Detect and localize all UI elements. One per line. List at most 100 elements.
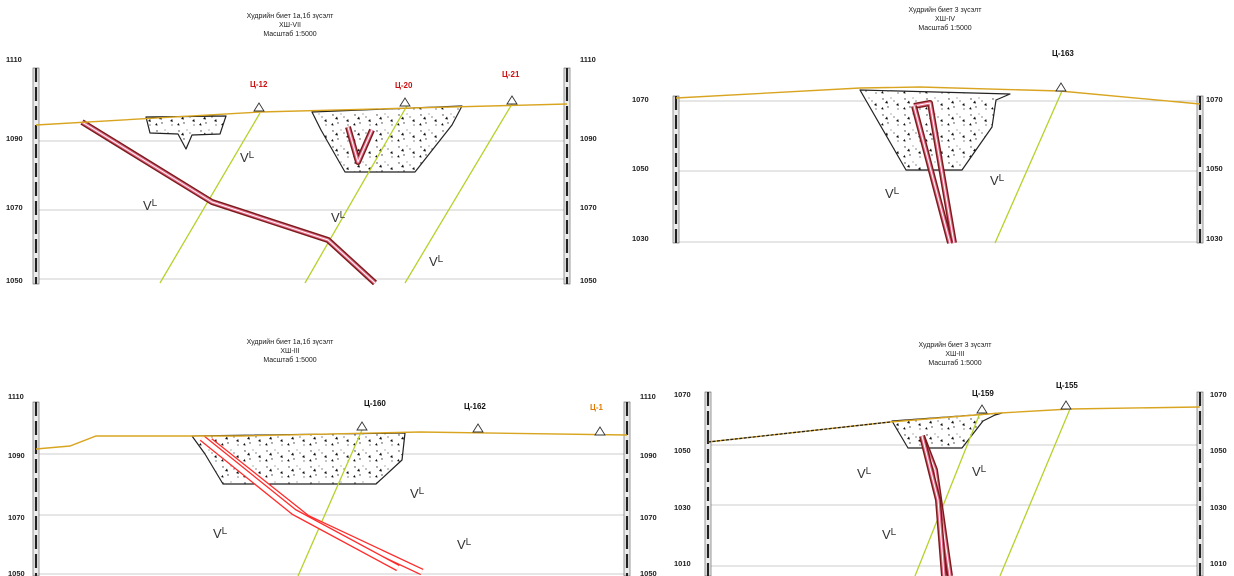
left-tick-label: 1050 bbox=[8, 569, 25, 576]
lithology-superscript: L bbox=[152, 198, 158, 209]
ore-body-outline-gap bbox=[200, 436, 400, 570]
open-pit-outline bbox=[145, 115, 227, 150]
lithology-symbol: VL bbox=[885, 186, 900, 201]
station-marker-icon bbox=[399, 97, 411, 107]
station-marker-icon bbox=[253, 102, 265, 112]
lithology-symbol: VL bbox=[990, 173, 1005, 188]
right-tick-label: 1050 bbox=[580, 276, 597, 285]
section-profile: ХШ-VII bbox=[279, 22, 301, 29]
right-tick-label: 1050 bbox=[1210, 446, 1227, 455]
station-marker-icon bbox=[1055, 82, 1067, 92]
section-title: Худрийн биет 1а,1б зүсэлт bbox=[247, 338, 334, 346]
lithology-superscript: L bbox=[222, 526, 228, 537]
left-tick-label: 1010 bbox=[674, 559, 691, 568]
station-label: Ц-155 bbox=[1056, 381, 1078, 390]
lithology-symbol: VL bbox=[410, 486, 425, 501]
topography-hatch bbox=[707, 421, 891, 443]
fault-line bbox=[914, 412, 981, 576]
left-tick-label: 1070 bbox=[674, 390, 691, 399]
section-profile: ХШ-IV bbox=[935, 16, 955, 23]
section-title: Худрийн биет 3 зүсэлт bbox=[919, 341, 993, 349]
station-label: Ц-159 bbox=[972, 389, 994, 398]
lithology-letter: V bbox=[457, 537, 466, 552]
lithology-letter: V bbox=[972, 464, 981, 479]
right-tick-label: 1050 bbox=[640, 569, 657, 576]
section-scale: Масштаб 1:5000 bbox=[918, 24, 971, 32]
station-marker-icon bbox=[472, 423, 484, 433]
lithology-symbol: VL bbox=[882, 527, 897, 542]
lithology-letter: V bbox=[882, 527, 891, 542]
lithology-letter: V bbox=[429, 254, 438, 269]
right-tick-label: 1110 bbox=[580, 55, 596, 64]
right-tick-label: 1030 bbox=[1206, 234, 1223, 243]
lithology-letter: V bbox=[990, 173, 999, 188]
ore-body-core bbox=[913, 105, 951, 244]
lithology-symbol: VL bbox=[240, 150, 255, 165]
fault-line bbox=[999, 408, 1071, 576]
lithology-symbol: VL bbox=[972, 464, 987, 479]
section-profile: ХШ-III bbox=[280, 348, 299, 355]
section-scale: Масштаб 1:5000 bbox=[263, 30, 316, 38]
station-label: Ц-162 bbox=[464, 402, 486, 411]
left-tick-label: 1050 bbox=[632, 164, 649, 173]
station-marker-icon bbox=[976, 404, 988, 414]
lithology-letter: V bbox=[410, 486, 419, 501]
open-pit-outline bbox=[891, 412, 1003, 449]
left-tick-label: 1070 bbox=[632, 95, 649, 104]
station-marker-icon bbox=[356, 421, 368, 431]
right-tick-label: 1070 bbox=[640, 513, 657, 522]
lithology-letter: V bbox=[213, 526, 222, 541]
lithology-letter: V bbox=[143, 198, 152, 213]
ore-body-core bbox=[347, 126, 373, 163]
lithology-letter: V bbox=[885, 186, 894, 201]
right-tick-label: 1010 bbox=[1210, 559, 1227, 568]
lithology-superscript: L bbox=[438, 254, 444, 265]
section-scale: Масштаб 1:5000 bbox=[263, 356, 316, 364]
left-tick-label: 1050 bbox=[674, 446, 691, 455]
lithology-symbol: VL bbox=[457, 537, 472, 552]
lithology-superscript: L bbox=[249, 150, 255, 161]
lithology-superscript: L bbox=[866, 466, 872, 477]
lithology-superscript: L bbox=[891, 527, 897, 538]
lithology-symbol: VL bbox=[331, 210, 346, 225]
station-label: Ц-21 bbox=[502, 70, 520, 79]
topography-line bbox=[675, 86, 1201, 105]
section-title: Худрийн биет 3 зүсэлт bbox=[909, 6, 983, 14]
station-label: Ц-12 bbox=[250, 80, 268, 89]
station-label: Ц-163 bbox=[1052, 49, 1074, 58]
station-label: Ц-160 bbox=[364, 399, 386, 408]
station-marker-icon bbox=[506, 95, 518, 105]
left-tick-label: 1110 bbox=[6, 55, 22, 64]
left-tick-label: 1070 bbox=[8, 513, 25, 522]
lithology-superscript: L bbox=[466, 537, 472, 548]
lithology-symbol: VL bbox=[213, 526, 228, 541]
lithology-symbol: VL bbox=[429, 254, 444, 269]
fault-line bbox=[304, 103, 409, 284]
right-tick-label: 1070 bbox=[1210, 390, 1227, 399]
ore-body-core bbox=[81, 121, 376, 284]
right-tick-label: 1070 bbox=[1206, 95, 1223, 104]
section-scale: Масштаб 1:5000 bbox=[928, 359, 981, 367]
right-tick-label: 1070 bbox=[580, 203, 597, 212]
left-tick-label: 1090 bbox=[6, 134, 23, 143]
right-tick-label: 1050 bbox=[1206, 164, 1223, 173]
station-marker-icon bbox=[1060, 400, 1072, 410]
lithology-letter: V bbox=[857, 466, 866, 481]
lithology-superscript: L bbox=[999, 173, 1005, 184]
lithology-superscript: L bbox=[981, 464, 987, 475]
lithology-superscript: L bbox=[419, 486, 425, 497]
ore-body-core bbox=[913, 102, 955, 244]
left-tick-label: 1070 bbox=[6, 203, 23, 212]
left-tick-label: 1110 bbox=[8, 392, 24, 401]
lithology-superscript: L bbox=[340, 210, 346, 221]
lithology-superscript: L bbox=[894, 186, 900, 197]
station-label: Ц-20 bbox=[395, 81, 413, 90]
station-marker-icon bbox=[594, 426, 606, 436]
right-tick-label: 1090 bbox=[640, 451, 657, 460]
left-tick-label: 1050 bbox=[6, 276, 23, 285]
topography-line bbox=[35, 431, 628, 450]
